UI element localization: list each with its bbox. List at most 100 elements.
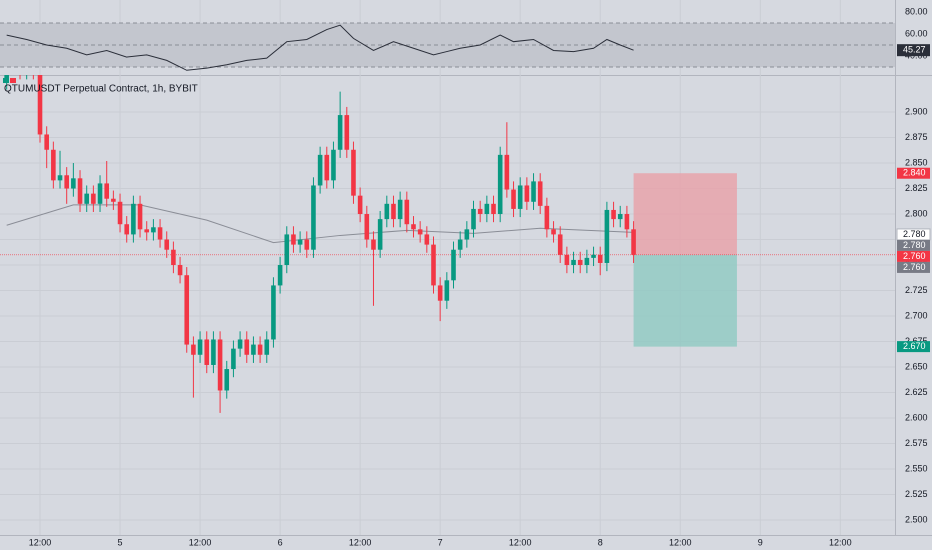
rsi-tick-label: 80.00 bbox=[905, 6, 928, 16]
candle-body bbox=[111, 198, 116, 202]
candle-body bbox=[117, 201, 123, 225]
rsi-value-label: 45.27 bbox=[903, 45, 926, 55]
x-tick-label: 12:00 bbox=[29, 537, 52, 547]
x-tick-label: 9 bbox=[758, 537, 763, 547]
candle-body bbox=[131, 203, 136, 235]
candle-body bbox=[51, 149, 56, 181]
stop-zone bbox=[633, 173, 737, 255]
price-pane bbox=[0, 75, 895, 413]
candle-body bbox=[371, 239, 376, 250]
candle-body bbox=[524, 185, 530, 202]
y-tick-label: 2.500 bbox=[905, 514, 928, 524]
axes: 12:00 5 12:00 6 12:00 7 12:00 8 12:00 9 12:00 2.500… bbox=[29, 6, 931, 547]
candle-body bbox=[504, 154, 510, 190]
candle-body bbox=[544, 205, 550, 230]
candle-body bbox=[444, 280, 450, 301]
candle-body bbox=[191, 344, 196, 355]
candle-body bbox=[284, 234, 290, 266]
candle-body bbox=[217, 339, 223, 391]
candle-body bbox=[297, 239, 303, 245]
candle-body bbox=[537, 181, 543, 206]
candle-body bbox=[597, 254, 603, 263]
candle-body bbox=[97, 183, 103, 204]
price-label-box bbox=[897, 239, 930, 251]
x-tick-label: 7 bbox=[438, 537, 443, 547]
candle-body bbox=[317, 154, 323, 186]
y-tick-label: 2.575 bbox=[905, 438, 928, 448]
x-tick-label: 5 bbox=[118, 537, 123, 547]
candle-body bbox=[64, 175, 69, 189]
candle-body bbox=[177, 265, 183, 276]
candle-body bbox=[291, 234, 296, 245]
price-label-box bbox=[897, 341, 930, 353]
candle-body bbox=[351, 149, 356, 196]
candle-body bbox=[244, 339, 250, 355]
legend-icon bbox=[3, 78, 9, 83]
rsi-line bbox=[6, 24, 634, 71]
candle-body bbox=[571, 259, 576, 266]
candle-body bbox=[431, 244, 436, 286]
y-tick-label: 2.875 bbox=[905, 132, 928, 142]
candle-body bbox=[324, 154, 330, 181]
price-label: 2.780 bbox=[903, 240, 926, 250]
candle-body bbox=[577, 259, 583, 266]
rsi-tick-label: 60.00 bbox=[905, 28, 928, 38]
candle-body bbox=[404, 199, 410, 225]
candle-body bbox=[531, 181, 536, 202]
candle-body bbox=[551, 229, 556, 235]
y-tick-label: 2.600 bbox=[905, 412, 928, 422]
candle-body bbox=[331, 149, 336, 181]
y-tick-label: 2.900 bbox=[905, 106, 928, 116]
candle-body bbox=[364, 214, 370, 240]
candle-body bbox=[591, 254, 596, 258]
candle-body bbox=[564, 254, 570, 266]
candle-body bbox=[631, 229, 636, 255]
candle-body bbox=[224, 369, 230, 391]
candle-body bbox=[491, 203, 496, 215]
y-tick-label: 2.825 bbox=[905, 183, 928, 193]
price-label-box bbox=[897, 261, 930, 273]
y-tick-label: 2.675 bbox=[905, 336, 928, 346]
price-label-box bbox=[897, 167, 930, 179]
price-label: 2.760 bbox=[903, 262, 926, 272]
rsi-value-box bbox=[897, 44, 930, 57]
candle-body bbox=[44, 134, 49, 150]
y-tick-label: 2.625 bbox=[905, 387, 928, 397]
candle-body bbox=[611, 209, 616, 220]
rsi-pane bbox=[0, 22, 895, 71]
candle-body bbox=[257, 344, 263, 355]
candle-body bbox=[377, 219, 383, 250]
x-tick-label: 12:00 bbox=[349, 537, 372, 547]
candle-body bbox=[484, 203, 490, 215]
candle-body bbox=[237, 339, 243, 349]
candle-body bbox=[437, 285, 443, 301]
x-tick-label: 12:00 bbox=[669, 537, 692, 547]
candle-body bbox=[37, 75, 43, 135]
y-tick-label: 2.525 bbox=[905, 489, 928, 499]
candle-body bbox=[91, 193, 96, 204]
candle-body bbox=[271, 285, 276, 340]
candle-body bbox=[464, 229, 470, 240]
y-tick-label: 2.850 bbox=[905, 157, 928, 167]
candle-body bbox=[344, 115, 350, 150]
candle-body bbox=[497, 154, 503, 215]
candle-body bbox=[264, 339, 270, 355]
candle-body bbox=[517, 185, 523, 209]
candle-body bbox=[471, 208, 476, 230]
candle-body bbox=[357, 195, 363, 215]
price-label: 2.760 bbox=[903, 251, 926, 261]
candle-body bbox=[617, 214, 623, 220]
candle-body bbox=[57, 175, 63, 181]
candle-body bbox=[157, 227, 163, 240]
candle-body bbox=[584, 257, 590, 266]
candle-body bbox=[251, 344, 256, 355]
candle-body bbox=[384, 203, 390, 220]
candle-body bbox=[304, 239, 310, 250]
target-zone bbox=[633, 254, 737, 347]
candle-body bbox=[231, 348, 236, 370]
candle-body bbox=[337, 115, 343, 150]
candle-body bbox=[124, 224, 130, 235]
y-tick-label: 2.725 bbox=[905, 285, 928, 295]
candle-body bbox=[151, 227, 156, 233]
